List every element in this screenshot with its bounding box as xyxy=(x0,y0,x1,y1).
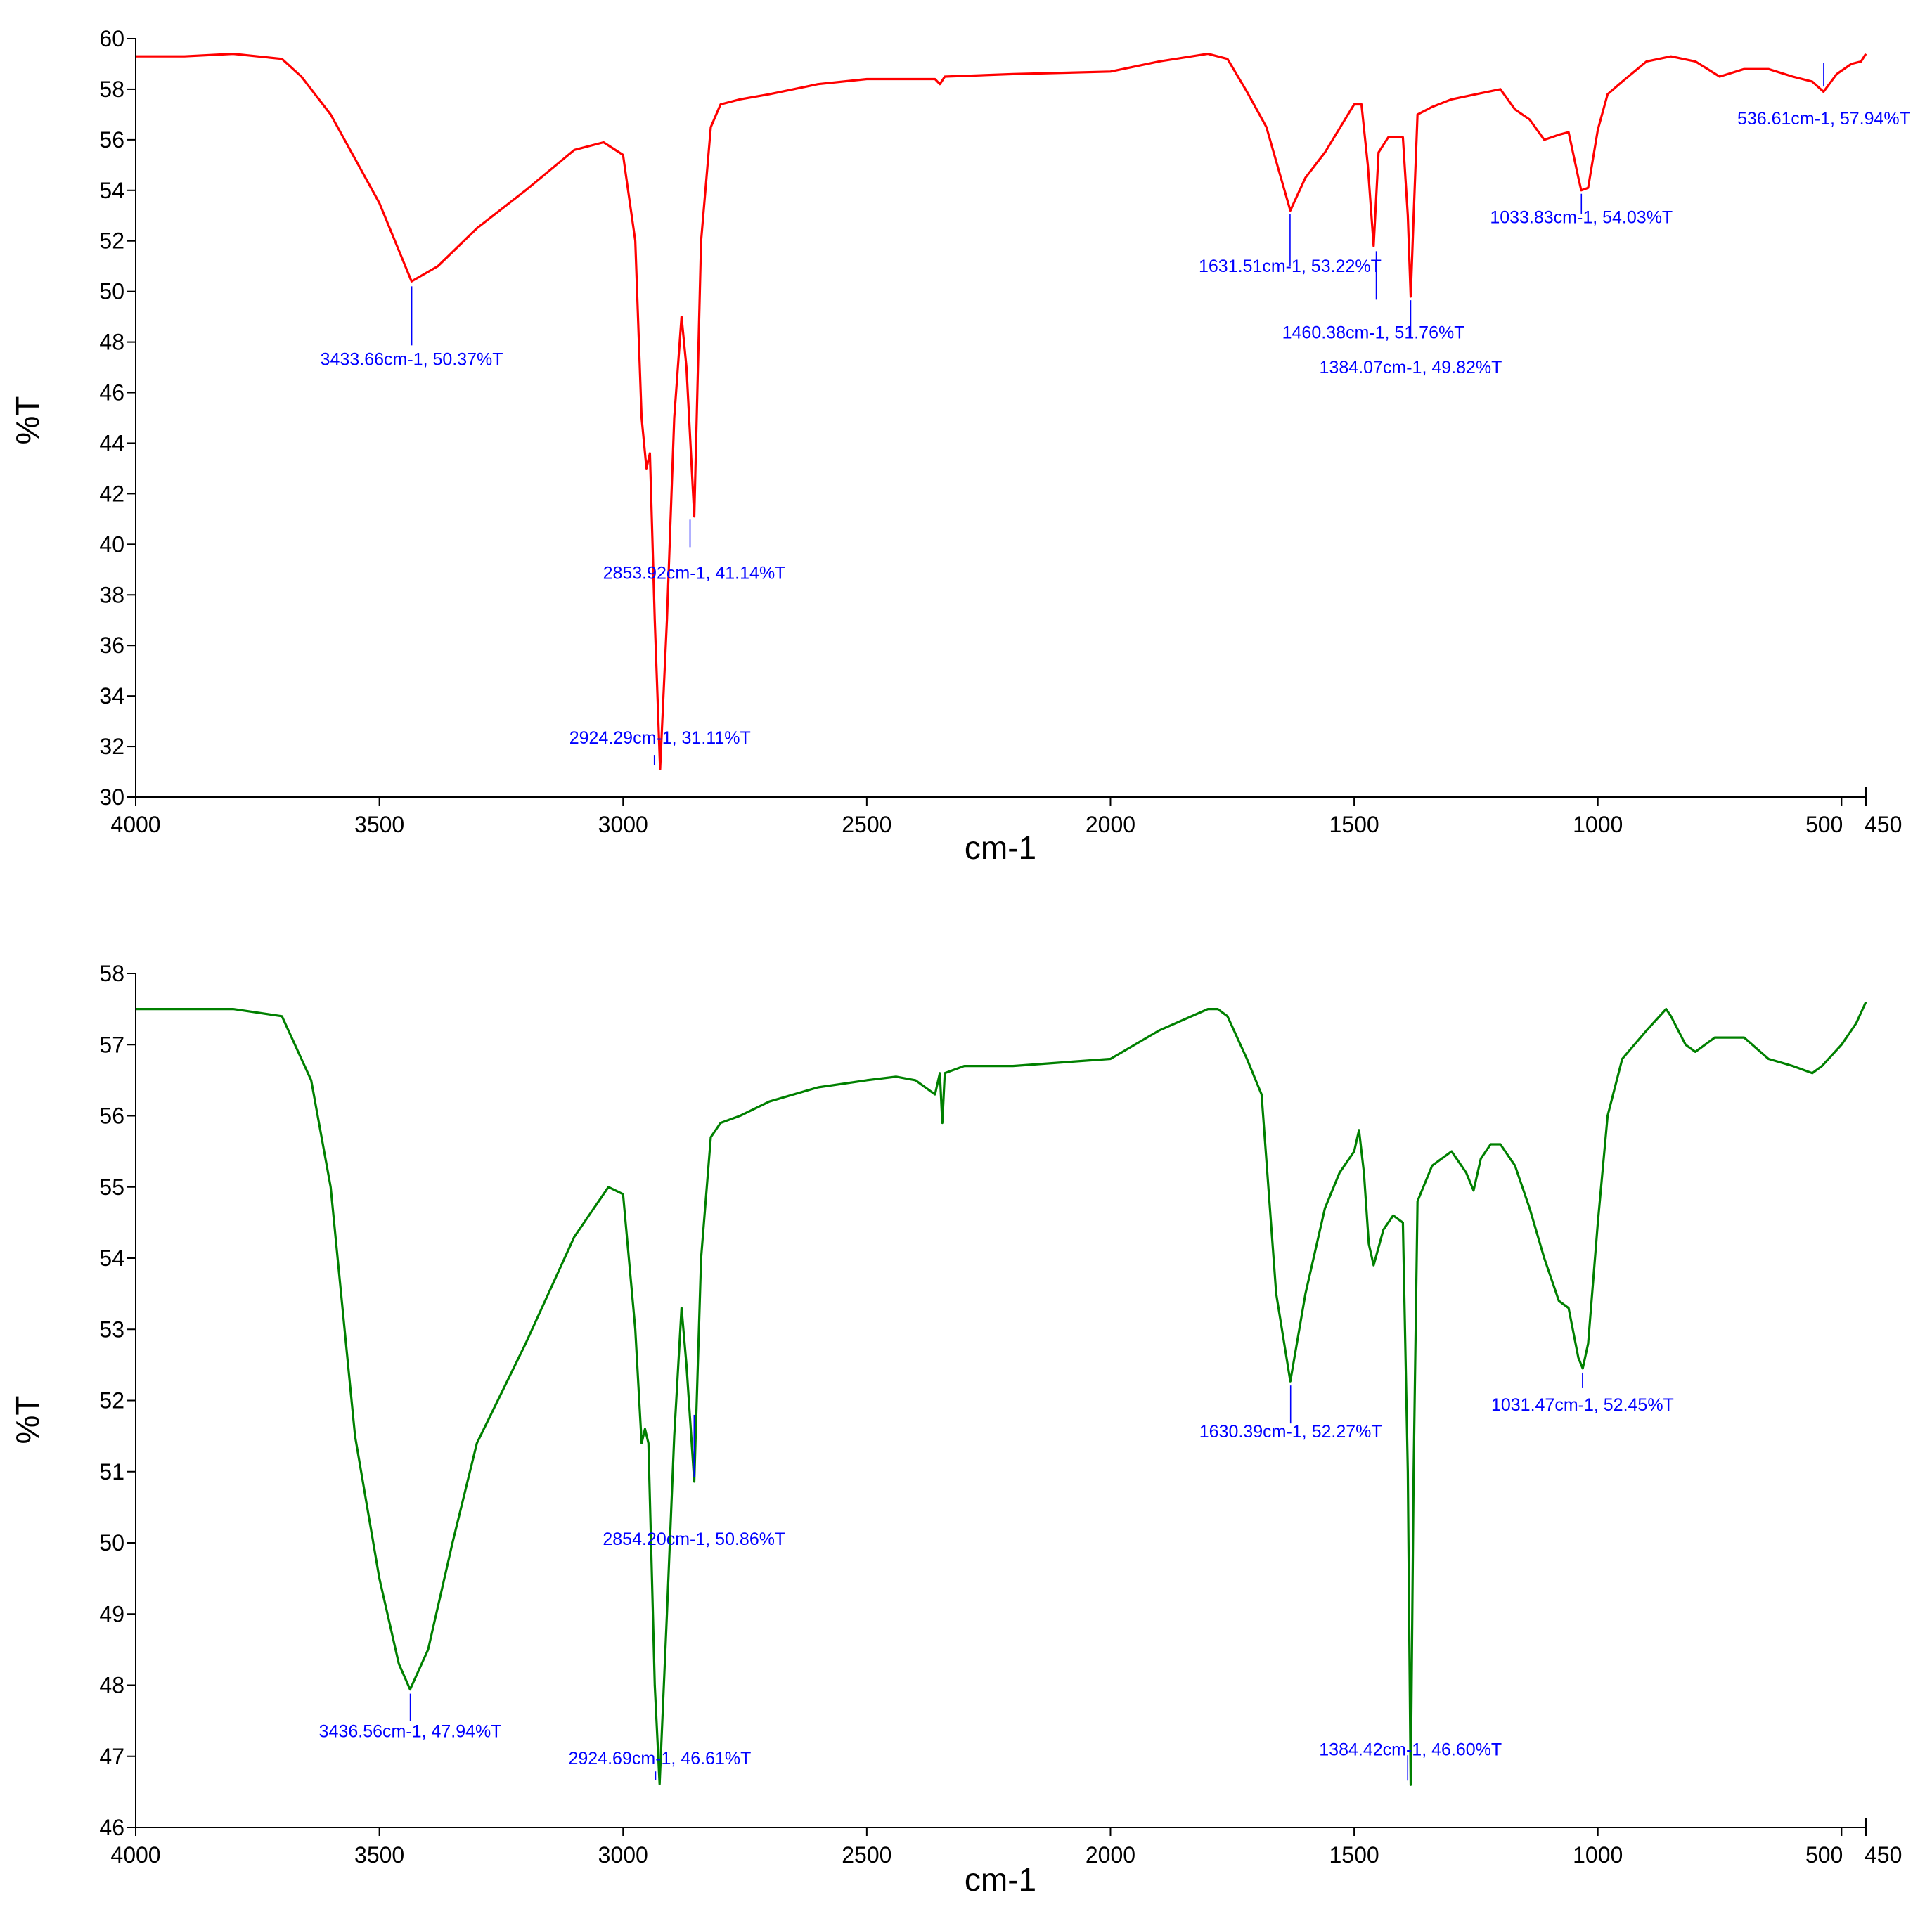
peak-label: 2924.69cm-1, 46.61%T xyxy=(569,1749,752,1768)
y-tick-label: 57 xyxy=(99,1032,124,1057)
peak-label: 1031.47cm-1, 52.45%T xyxy=(1491,1395,1674,1415)
y-tick-label: 54 xyxy=(99,1246,124,1271)
y-tick-label: 56 xyxy=(99,1104,124,1129)
peak-label: 1384.42cm-1, 46.60%T xyxy=(1319,1740,1502,1759)
y-tick-label: 32 xyxy=(99,734,124,759)
y-tick-label: 58 xyxy=(99,961,124,986)
y-tick-label: 58 xyxy=(99,77,124,102)
x-tick-label: 3000 xyxy=(598,812,648,837)
x-tick-label: 2500 xyxy=(842,812,891,837)
x-tick-label: 4000 xyxy=(110,812,160,837)
x-tick-label: 3000 xyxy=(598,1842,648,1868)
x-tick-label: 450 xyxy=(1865,1842,1902,1868)
y-tick-label: 52 xyxy=(99,228,124,254)
peak-label: 1384.07cm-1, 49.82%T xyxy=(1320,358,1502,377)
y-tick-label: 44 xyxy=(99,430,124,455)
peak-label: 3436.56cm-1, 47.94%T xyxy=(319,1722,502,1742)
y-tick-label: 34 xyxy=(99,683,124,709)
y-tick-label: 42 xyxy=(99,481,124,506)
x-tick-label: 1000 xyxy=(1573,812,1623,837)
y-tick-label: 50 xyxy=(99,279,124,304)
y-tick-label: 49 xyxy=(99,1601,124,1626)
peak-label: 1460.38cm-1, 51.76%T xyxy=(1282,323,1465,342)
peak-label: 2924.29cm-1, 31.11%T xyxy=(569,728,751,748)
peak-label: 2853.92cm-1, 41.14%T xyxy=(603,563,786,583)
x-tick-label: 1500 xyxy=(1329,812,1379,837)
y-tick-label: 54 xyxy=(99,178,124,203)
y-tick-label: 46 xyxy=(99,1815,124,1840)
y-tick-label: 56 xyxy=(99,127,124,153)
x-tick-label: 2000 xyxy=(1086,1842,1135,1868)
y-tick-label: 47 xyxy=(99,1744,124,1769)
x-tick-label: 2000 xyxy=(1086,812,1135,837)
ftir-panel-2: 46 47 48 49 50 51 52 53 54 55 56 57 58 4000 3500 3000 25… xyxy=(9,961,1902,1898)
x-tick-label: 500 xyxy=(1805,812,1843,837)
x-tick-label: 450 xyxy=(1865,812,1902,837)
y-tick-label: 46 xyxy=(99,380,124,406)
x-tick-label: 1000 xyxy=(1573,1842,1623,1868)
y-tick-label: 55 xyxy=(99,1175,124,1200)
y-tick-label: 60 xyxy=(99,26,124,51)
y-tick-label: 40 xyxy=(99,531,124,557)
y-tick-label: 48 xyxy=(99,330,124,355)
y-tick-label: 36 xyxy=(99,633,124,658)
peak-label: 536.61cm-1, 57.94%T xyxy=(1737,109,1910,129)
y-tick-label: 30 xyxy=(99,784,124,810)
peak-label: 1033.83cm-1, 54.03%T xyxy=(1490,208,1673,228)
y-tick-label: 50 xyxy=(99,1530,124,1555)
x-tick-label: 2500 xyxy=(842,1842,891,1868)
peak-label: 2854.20cm-1, 50.86%T xyxy=(603,1529,785,1549)
y-tick-label: 48 xyxy=(99,1673,124,1698)
spectrum-line-1 xyxy=(136,1001,1867,1786)
y-tick-label: 38 xyxy=(99,582,124,607)
y-tick-label: 52 xyxy=(99,1388,124,1413)
x-tick-label: 3500 xyxy=(354,1842,404,1868)
spectrum-line-1 xyxy=(136,53,1867,770)
y-tick-label: 51 xyxy=(99,1459,124,1484)
y-tick-label: 53 xyxy=(99,1316,124,1342)
y-axis-title: %T xyxy=(9,1396,46,1444)
x-tick-label: 500 xyxy=(1805,1842,1843,1868)
ftir-panel-1: 30 32 34 36 38 40 42 44 46 48 50 52 54 56 58 60 4000 3500… xyxy=(9,26,1910,866)
x-tick-label: 1500 xyxy=(1329,1842,1379,1868)
x-axis-title: cm-1 xyxy=(965,1861,1036,1898)
x-axis-title: cm-1 xyxy=(965,829,1036,866)
peak-label: 1630.39cm-1, 52.27%T xyxy=(1199,1422,1382,1442)
x-tick-label: 3500 xyxy=(354,812,404,837)
peak-label: 1631.51cm-1, 53.22%T xyxy=(1199,257,1382,276)
peak-label: 3433.66cm-1, 50.37%T xyxy=(321,349,503,369)
x-tick-label: 4000 xyxy=(110,1842,160,1868)
y-axis-title: %T xyxy=(9,396,46,445)
